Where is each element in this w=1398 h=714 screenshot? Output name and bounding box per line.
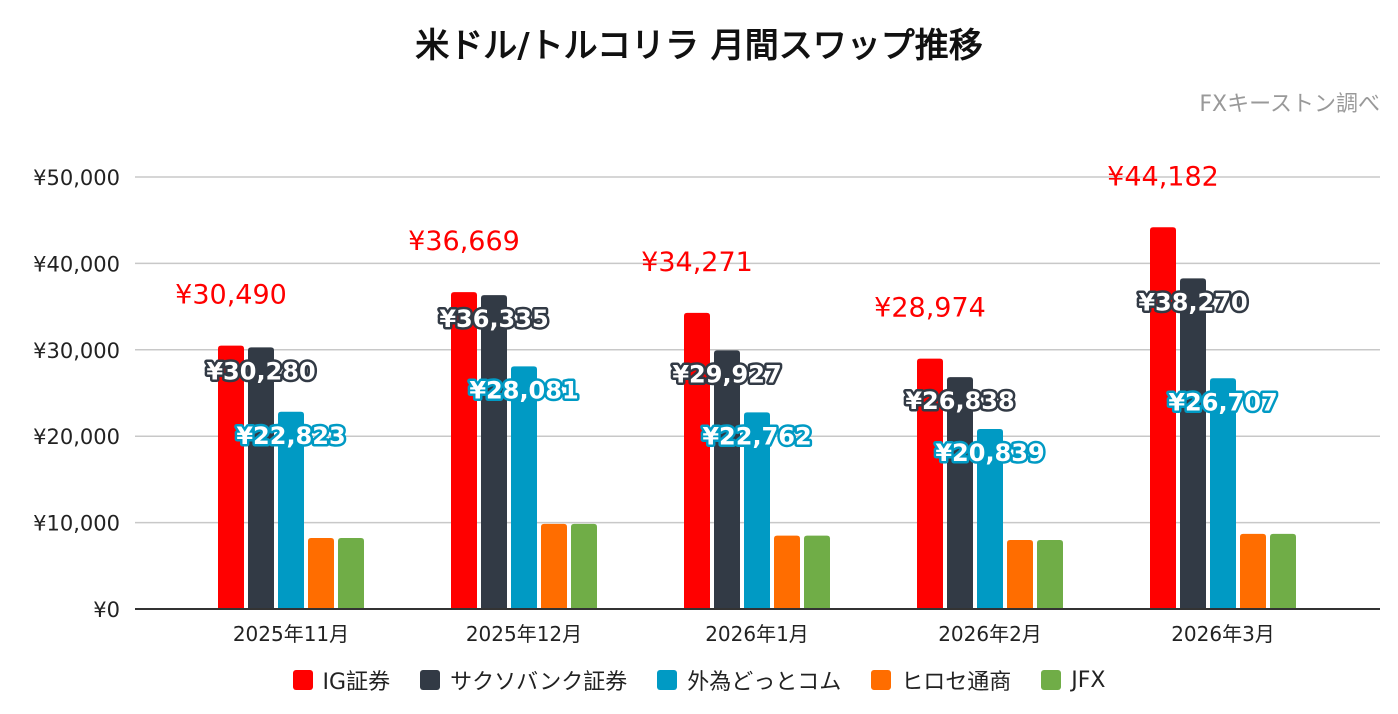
legend-item: IG証券 [292, 664, 391, 696]
bar-3 [1240, 533, 1266, 609]
y-tick-label: ¥0 [93, 598, 120, 622]
bar-1 [947, 377, 973, 609]
legend-item: JFX [1041, 664, 1105, 696]
legend-item: 外為どっとコム [657, 664, 841, 696]
legend-swatch [657, 670, 678, 690]
legend-label: サクソバンク証券 [450, 670, 628, 695]
bar-3 [1007, 539, 1033, 609]
legend-swatch [292, 670, 313, 690]
bar-4 [1037, 539, 1063, 609]
bar-2 [278, 411, 304, 609]
legend-swatch [1041, 670, 1062, 690]
y-tick-label: ¥40,000 [33, 252, 120, 276]
legend-item: サクソバンク証券 [420, 664, 627, 696]
bar-1 [248, 347, 274, 609]
data-label: ¥30,490 [175, 280, 287, 311]
bar-2 [1210, 378, 1236, 609]
bar-3 [308, 537, 334, 609]
x-tick-label: 2025年11月 [233, 622, 349, 646]
y-tick-label: ¥20,000 [33, 425, 120, 449]
data-label: ¥29,927 [672, 360, 781, 388]
bar-3 [774, 535, 800, 609]
source-note: FXキーストン調べ [1199, 92, 1380, 117]
data-label: ¥36,335 [439, 305, 548, 333]
legend-label: JFX [1071, 667, 1106, 693]
data-label: ¥22,762 [702, 422, 811, 450]
data-label: ¥26,707 [1168, 388, 1277, 416]
x-tick-label: 2026年2月 [938, 622, 1042, 646]
bar-0 [684, 312, 710, 609]
bar-4 [804, 535, 830, 609]
x-tick-label: 2026年1月 [705, 622, 809, 646]
bar-4 [571, 523, 597, 609]
x-tick-label: 2026年3月 [1171, 622, 1275, 646]
y-tick-label: ¥10,000 [33, 512, 120, 536]
bar-1 [714, 350, 740, 609]
legend-label: 外為どっとコム [687, 670, 842, 695]
x-tick-label: 2025年12月 [466, 622, 582, 646]
bar-2 [977, 428, 1003, 609]
bar-4 [1270, 533, 1296, 609]
bar-2 [744, 412, 770, 609]
data-label: ¥36,669 [408, 226, 520, 257]
y-tick-label: ¥30,000 [33, 339, 120, 363]
legend-label: ヒロセ通商 [901, 670, 1012, 695]
legend-swatch [420, 670, 441, 690]
data-label: ¥38,270 [1138, 288, 1247, 316]
bar-3 [541, 523, 567, 609]
bar-0 [917, 358, 943, 609]
bar-2 [511, 366, 537, 609]
bar-1 [481, 295, 507, 609]
y-tick-label: ¥50,000 [33, 166, 120, 190]
data-label: ¥44,182 [1107, 161, 1219, 192]
data-label: ¥34,271 [641, 247, 753, 278]
data-label: ¥30,280 [206, 357, 315, 385]
chart-title: 米ドル/トルコリラ 月間スワップ推移 [415, 26, 983, 66]
bar-4 [338, 537, 364, 609]
data-label: ¥26,838 [905, 387, 1014, 415]
bar-0 [218, 345, 244, 609]
data-label: ¥20,839 [935, 439, 1044, 467]
bar-0 [1150, 227, 1176, 609]
data-label: ¥28,974 [874, 293, 986, 324]
bar-0 [451, 292, 477, 609]
bar-1 [1180, 278, 1206, 609]
legend-item: ヒロセ通商 [871, 664, 1011, 696]
data-label: ¥22,823 [236, 422, 345, 450]
legend-label: IG証券 [322, 670, 391, 695]
legend-swatch [871, 670, 892, 690]
data-label: ¥28,081 [469, 376, 578, 404]
legend: IG証券 サクソバンク証券 外為どっとコム ヒロセ通商 JFX [0, 664, 1398, 696]
